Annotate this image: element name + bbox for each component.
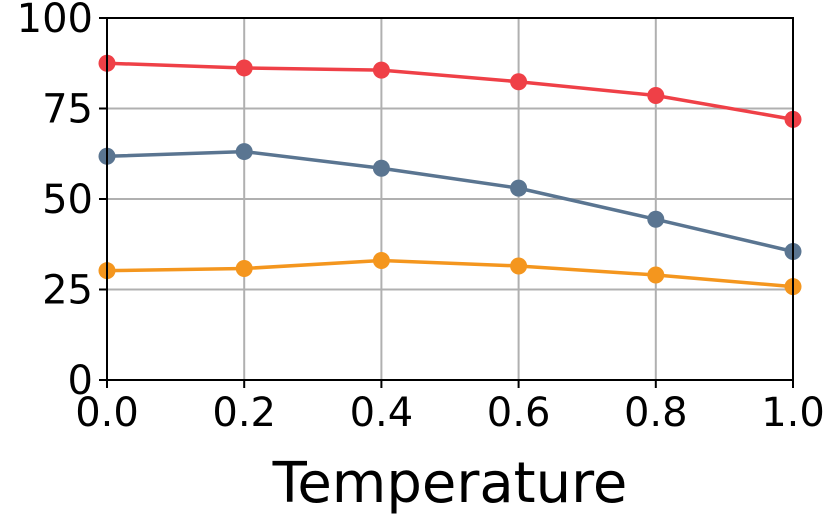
series-layer [98, 54, 802, 296]
series-3-point [647, 266, 665, 284]
series-3-line [106, 258, 794, 289]
series-1-point [647, 86, 665, 104]
series-1-line [106, 61, 794, 122]
grid-lines [106, 17, 794, 381]
series-3 [98, 252, 802, 296]
x-tick-label: 0.2 [212, 390, 276, 436]
series-1-point [510, 73, 528, 91]
y-tick-label: 25 [42, 268, 93, 314]
x-tick-label: 0.6 [487, 390, 551, 436]
series-1-point [235, 59, 253, 77]
x-axis-title: Temperature [272, 451, 628, 516]
series-3-point [510, 257, 528, 275]
series-2-line [106, 149, 794, 254]
x-tick-label: 0.8 [624, 390, 688, 436]
y-tick-label: 75 [42, 87, 93, 133]
series-2-point [647, 210, 665, 228]
y-tick-label: 0 [68, 358, 93, 404]
y-tick-label: 100 [17, 0, 93, 42]
series-2 [98, 143, 802, 260]
x-tick-label: 0.0 [75, 390, 139, 436]
series-1-point [372, 61, 390, 79]
series-3-point [235, 260, 253, 278]
series-2-point [372, 159, 390, 177]
axis-ticks: 0.0 0.2 0.4 0.6 0.8 1.0 0 25 50 75 100 [17, 0, 825, 436]
series-3-point [372, 252, 390, 270]
x-tick-label: 0.4 [350, 390, 414, 436]
series-1 [98, 54, 802, 128]
series-2-point [235, 143, 253, 161]
x-tick-label: 1.0 [761, 390, 825, 436]
y-tick-label: 50 [42, 177, 93, 223]
series-2-point [510, 179, 528, 197]
